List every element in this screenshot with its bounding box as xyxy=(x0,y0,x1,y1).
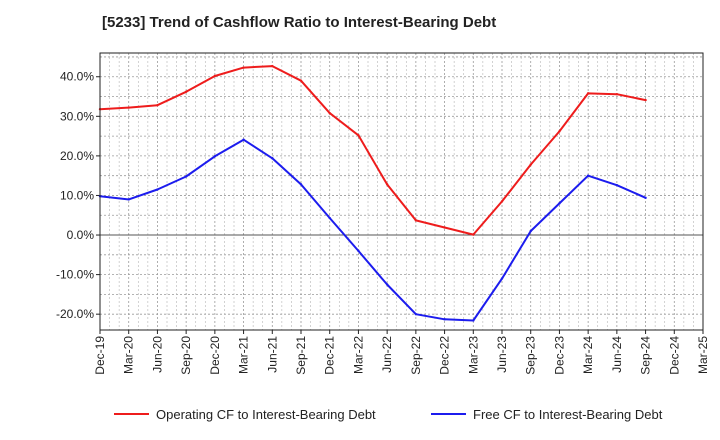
data-point xyxy=(644,196,647,200)
chart-title: [5233] Trend of Cashflow Ratio to Intere… xyxy=(102,14,497,31)
data-point xyxy=(586,174,590,177)
y-tick-label: 30.0% xyxy=(60,109,94,123)
data-point xyxy=(529,229,532,233)
x-tick-label: Sep-24 xyxy=(639,336,653,375)
data-point xyxy=(357,249,360,253)
data-point xyxy=(644,98,647,102)
axes xyxy=(96,76,704,334)
data-point xyxy=(385,183,389,186)
x-tick-label: Dec-23 xyxy=(552,336,566,375)
x-tick-label: Dec-19 xyxy=(93,336,107,375)
data-point xyxy=(558,202,561,205)
data-point xyxy=(127,198,130,201)
x-tick-label: Jun-21 xyxy=(265,336,279,373)
data-point xyxy=(271,64,274,68)
data-point xyxy=(156,188,159,191)
data-point xyxy=(472,233,475,236)
data-point xyxy=(586,92,590,95)
y-tick-label: -20.0% xyxy=(56,307,94,321)
x-tick-label: Mar-25 xyxy=(696,336,710,374)
series-line-2 xyxy=(99,138,647,322)
data-point xyxy=(414,219,418,222)
series-line-1 xyxy=(99,65,646,236)
x-tick-label: Sep-20 xyxy=(179,336,193,375)
data-point xyxy=(213,155,217,158)
x-tick-label: Dec-21 xyxy=(323,336,337,375)
y-tick-label: 40.0% xyxy=(60,70,94,84)
x-tick-label: Jun-23 xyxy=(495,336,509,373)
data-point xyxy=(213,74,217,78)
data-point xyxy=(184,175,188,178)
x-tick-label: Mar-20 xyxy=(122,336,136,374)
data-point xyxy=(242,66,245,69)
data-point xyxy=(615,183,619,187)
data-point xyxy=(385,283,389,286)
x-tick-label: Sep-21 xyxy=(294,336,308,375)
data-point xyxy=(558,130,561,133)
data-point xyxy=(500,200,504,203)
data-point xyxy=(299,183,303,186)
plot-background xyxy=(100,53,703,330)
legend: Operating CF to Interest-Bearing Debt Fre… xyxy=(114,407,663,422)
tick-labels: 40.0% 30.0% 20.0% 10.0% 0.0% -10.0% -20.0% Dec-… xyxy=(56,70,710,375)
data-point xyxy=(184,90,188,93)
x-tick-label: Dec-22 xyxy=(438,336,452,375)
data-point xyxy=(443,226,446,229)
x-tick-label: Mar-24 xyxy=(581,336,595,374)
data-point xyxy=(529,163,532,166)
data-point xyxy=(328,216,331,220)
data-point xyxy=(328,111,331,115)
data-point xyxy=(615,92,619,96)
x-tick-label: Mar-21 xyxy=(237,336,251,374)
data-point xyxy=(414,312,418,316)
x-tick-label: Jun-20 xyxy=(150,336,164,373)
data-point xyxy=(156,104,159,107)
y-tick-label: 20.0% xyxy=(60,149,94,163)
grid-lines xyxy=(99,53,704,330)
plot-border xyxy=(99,52,704,331)
x-tick-label: Sep-22 xyxy=(409,336,423,375)
y-tick-label: 10.0% xyxy=(60,188,94,202)
data-point xyxy=(443,318,446,321)
data-point xyxy=(472,319,475,322)
series-lines xyxy=(98,64,647,322)
x-tick-label: Jun-24 xyxy=(610,336,624,373)
data-point xyxy=(127,106,130,109)
data-point xyxy=(299,79,303,82)
data-point xyxy=(357,134,360,137)
data-point xyxy=(271,157,274,160)
legend-label-1: Operating CF to Interest-Bearing Debt xyxy=(156,407,376,422)
data-point xyxy=(242,138,245,141)
x-tick-label: Mar-22 xyxy=(351,336,365,374)
legend-label-2: Free CF to Interest-Bearing Debt xyxy=(473,407,663,422)
x-tick-label: Dec-20 xyxy=(208,336,222,375)
data-point xyxy=(500,277,504,280)
y-tick-label: -10.0% xyxy=(56,268,94,282)
x-tick-label: Jun-22 xyxy=(380,336,394,373)
x-tick-label: Dec-24 xyxy=(667,336,681,375)
x-tick-label: Mar-23 xyxy=(466,336,480,374)
y-tick-label: 0.0% xyxy=(67,228,95,242)
x-tick-label: Sep-23 xyxy=(524,336,538,375)
